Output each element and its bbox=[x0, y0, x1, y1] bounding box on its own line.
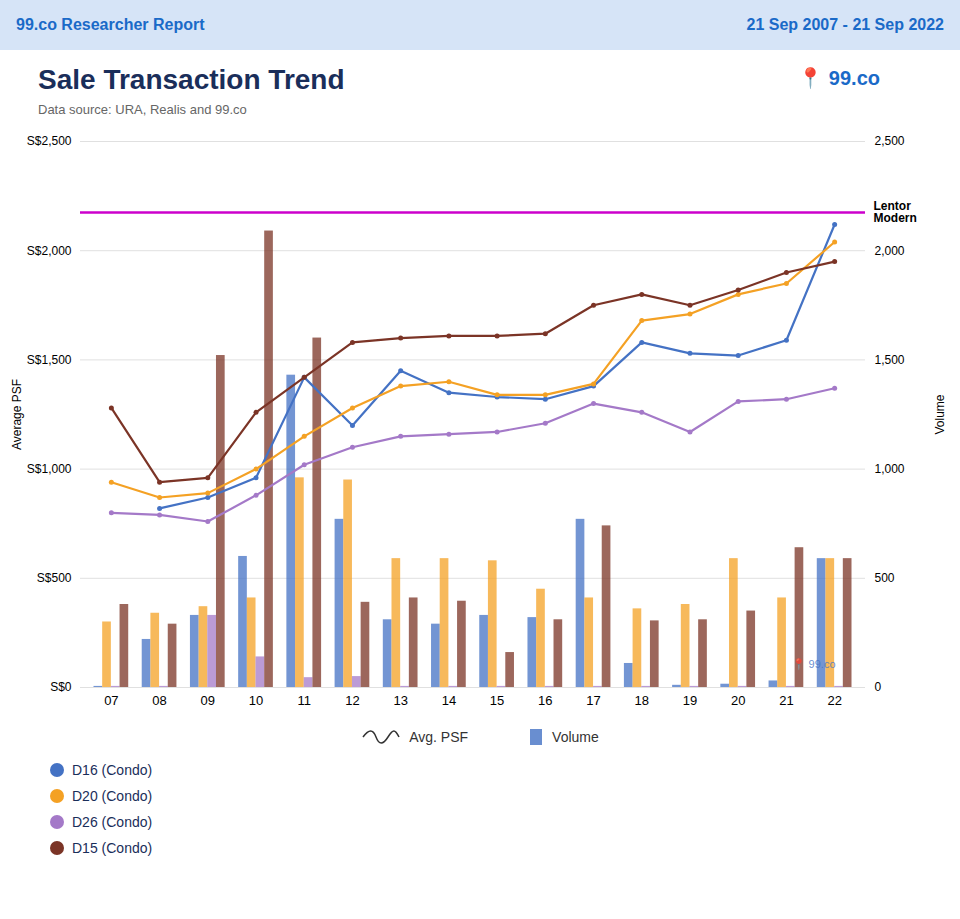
html-text:Volume: Volume bbox=[552, 729, 599, 745]
svg-text:15: 15 bbox=[490, 693, 504, 708]
svg-text:0: 0 bbox=[875, 680, 882, 694]
svg-text:09: 09 bbox=[201, 693, 215, 708]
svg-text:2,500: 2,500 bbox=[875, 134, 905, 148]
svg-text:S$2,500: S$2,500 bbox=[27, 134, 72, 148]
svg-text:21: 21 bbox=[779, 693, 793, 708]
svg-text:S$2,000: S$2,000 bbox=[27, 244, 72, 258]
svg-text:10: 10 bbox=[249, 693, 263, 708]
html-text:D16 (Condo): D16 (Condo) bbox=[72, 762, 153, 778]
svg-text:07: 07 bbox=[104, 693, 118, 708]
svg-text:1,500: 1,500 bbox=[875, 353, 905, 367]
svg-text:08: 08 bbox=[152, 693, 166, 708]
html-text:Sale Transaction Trend: Sale Transaction Trend bbox=[38, 64, 345, 95]
svg-text:500: 500 bbox=[875, 571, 895, 585]
svg-text:LentorModern: LentorModern bbox=[874, 199, 917, 225]
svg-text:1,000: 1,000 bbox=[875, 462, 905, 476]
svg-text:19: 19 bbox=[683, 693, 697, 708]
svg-text:Volume: Volume bbox=[933, 394, 947, 434]
svg-text:20: 20 bbox=[731, 693, 745, 708]
svg-text:Average PSF: Average PSF bbox=[10, 379, 24, 450]
svg-text:S$0: S$0 bbox=[50, 680, 72, 694]
svg-text:S$500: S$500 bbox=[37, 571, 72, 585]
svg-text:22: 22 bbox=[827, 693, 841, 708]
html-text:Avg. PSF: Avg. PSF bbox=[409, 729, 469, 745]
svg-text:12: 12 bbox=[345, 693, 359, 708]
svg-text:17: 17 bbox=[586, 693, 600, 708]
svg-text:14: 14 bbox=[442, 693, 456, 708]
html-text:D15 (Condo): D15 (Condo) bbox=[72, 840, 153, 856]
svg-text:11: 11 bbox=[297, 693, 311, 708]
html-text:D20 (Condo): D20 (Condo) bbox=[72, 788, 153, 804]
svg-text:18: 18 bbox=[635, 693, 649, 708]
svg-text:13: 13 bbox=[393, 693, 407, 708]
html-text:D26 (Condo): D26 (Condo) bbox=[72, 814, 153, 830]
svg-text:S$1,500: S$1,500 bbox=[27, 353, 72, 367]
html-text:Data source: URA, Realis and 9: Data source: URA, Realis and 99.co bbox=[38, 102, 247, 117]
svg-text:2,000: 2,000 bbox=[875, 244, 905, 258]
svg-text:📍 99.co: 📍 99.co bbox=[792, 658, 836, 671]
svg-text:16: 16 bbox=[538, 693, 552, 708]
html-text:99.co Researcher Report: 99.co Researcher Report bbox=[16, 16, 205, 33]
html-text:21 Sep 2007 - 21 Sep 2022: 21 Sep 2007 - 21 Sep 2022 bbox=[746, 16, 944, 33]
html-text:📍 99.co: 📍 99.co bbox=[798, 67, 880, 89]
svg-text:S$1,000: S$1,000 bbox=[27, 462, 72, 476]
